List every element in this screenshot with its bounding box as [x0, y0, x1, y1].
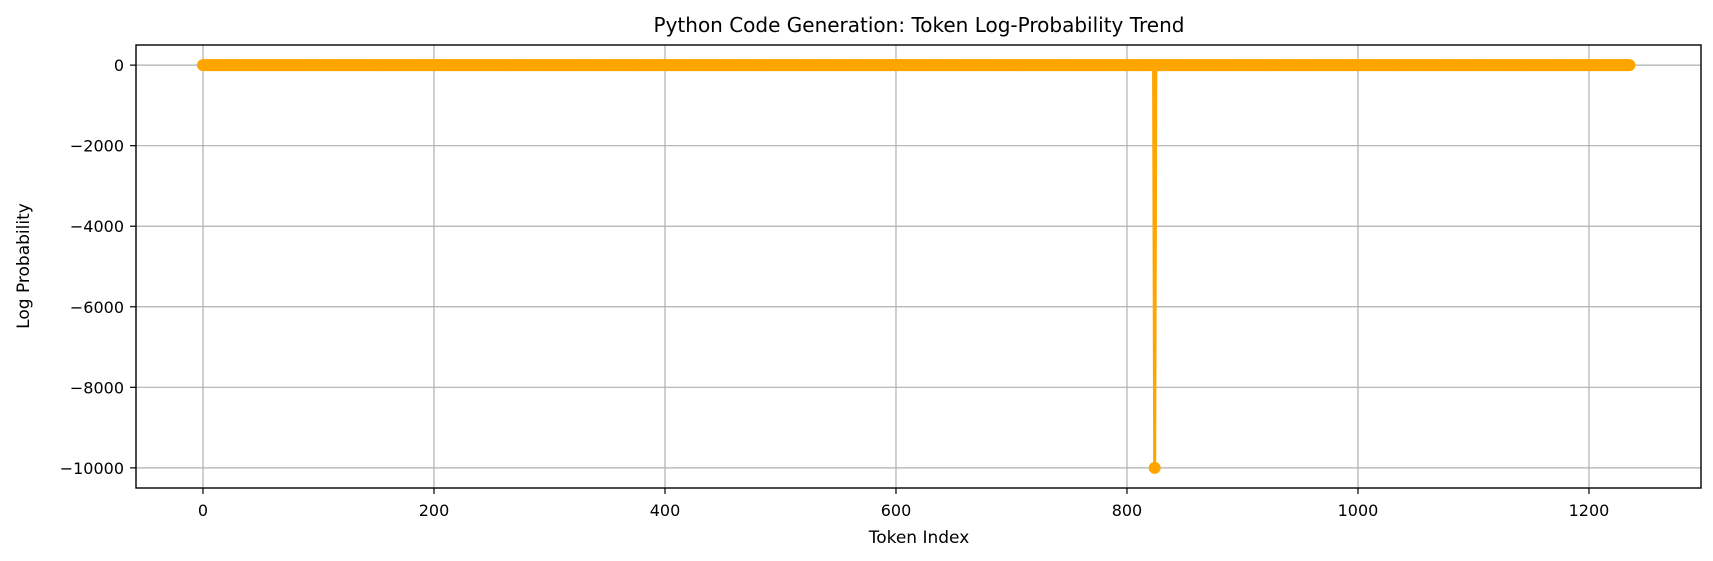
x-axis: 0 200 400 600 800 1000 1200 [198, 488, 1609, 520]
x-tick-label: 400 [650, 501, 681, 520]
y-tick-label: −6000 [70, 298, 124, 317]
y-tick-label: −4000 [70, 217, 124, 236]
series-line [196, 59, 1636, 474]
x-tick-label: 800 [1112, 501, 1143, 520]
y-axis-label: Log Probability [14, 203, 34, 329]
plot-frame [135, 44, 1702, 489]
y-axis: 0 −2000 −4000 −6000 −8000 −10000 [60, 56, 136, 478]
x-tick-label: 1200 [1569, 501, 1610, 520]
series-path [202, 63, 1630, 470]
x-tick-label: 200 [419, 501, 450, 520]
x-tick-label: 1000 [1338, 501, 1379, 520]
y-tick-label: −10000 [60, 459, 124, 478]
grid [136, 45, 1701, 488]
series-markers [196, 59, 1636, 474]
y-tick-label: −2000 [70, 137, 124, 156]
x-axis-label: Token Index [868, 528, 970, 548]
x-tick-label: 600 [881, 501, 912, 520]
data-point [1623, 59, 1636, 72]
outlier-point [1148, 461, 1161, 474]
x-tick-label: 0 [198, 501, 208, 520]
y-tick-label: 0 [114, 56, 124, 75]
y-tick-label: −8000 [70, 378, 124, 397]
chart-title: Python Code Generation: Token Log-Probab… [654, 13, 1185, 37]
